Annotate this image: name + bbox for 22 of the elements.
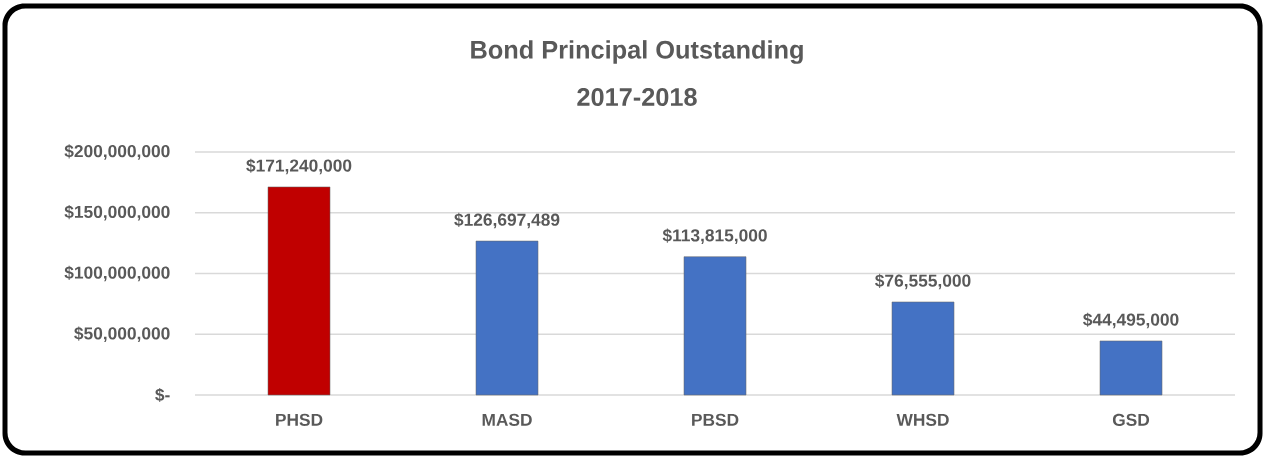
x-tick-label: PBSD <box>692 413 739 426</box>
y-tick-label: $50,000,000 <box>74 326 170 343</box>
x-tick-label: WHSD <box>896 413 949 426</box>
y-tick-label: $200,000,000 <box>64 144 170 160</box>
y-tick-label: $100,000,000 <box>64 265 170 282</box>
data-label: $126,697,489 <box>454 212 560 229</box>
bar <box>475 240 539 396</box>
bar <box>683 256 747 396</box>
y-tick-label: $150,000,000 <box>64 204 170 221</box>
chart-subtitle: 2017-2018 <box>577 88 697 106</box>
y-tick-label: $- <box>155 387 170 403</box>
data-label: $113,815,000 <box>662 228 767 245</box>
bar <box>1099 340 1163 396</box>
data-label: $44,495,000 <box>1083 312 1179 329</box>
chart-title: Bond Principal Outstanding <box>471 40 803 64</box>
data-label: $76,555,000 <box>875 273 971 290</box>
bar <box>267 186 331 396</box>
x-tick-label: MASD <box>482 413 532 426</box>
x-tick-label: PHSD <box>276 413 323 426</box>
data-label: $171,240,000 <box>246 158 352 175</box>
x-tick-label: GSD <box>1112 413 1150 426</box>
bar <box>891 301 955 396</box>
